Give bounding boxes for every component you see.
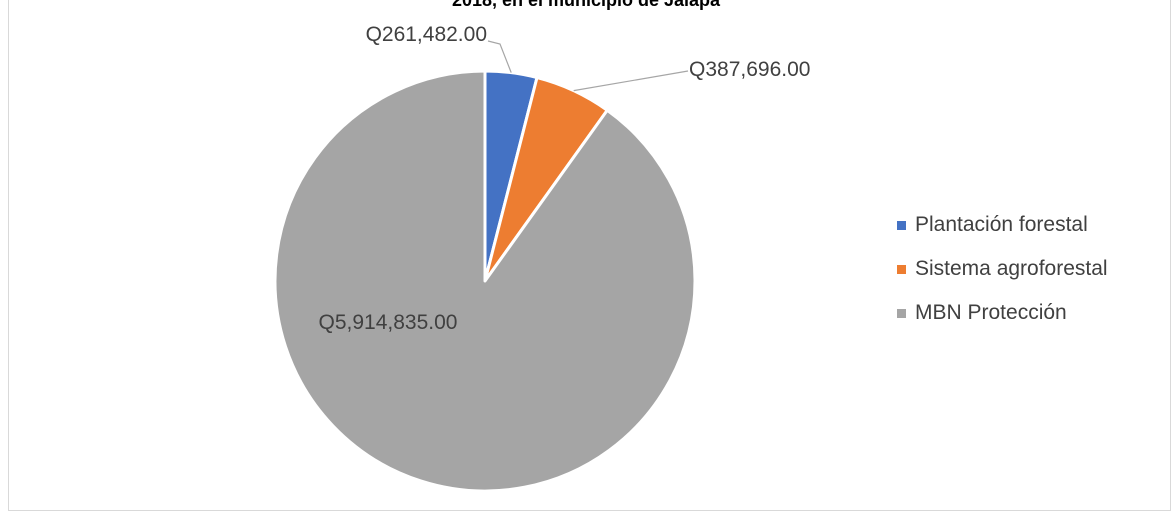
legend-label: MBN Protección xyxy=(915,301,1067,324)
data-label: Q5,914,835.00 xyxy=(319,311,458,334)
legend-item: MBN Protección xyxy=(897,291,1108,335)
data-label: Q387,696.00 xyxy=(689,58,810,81)
chart-legend: Plantación forestal Sistema agroforestal… xyxy=(897,203,1108,335)
pie-slice xyxy=(273,69,697,493)
leader-line xyxy=(573,70,689,92)
legend-item: Plantación forestal xyxy=(897,203,1108,247)
legend-swatch xyxy=(897,264,906,274)
legend-swatch xyxy=(897,220,906,230)
legend-label: Sistema agroforestal xyxy=(915,257,1108,280)
data-label: Q261,482.00 xyxy=(366,23,487,46)
legend-label: Plantación forestal xyxy=(915,213,1088,236)
chart-title: 2018, en el municipio de Jalapa xyxy=(451,0,721,10)
leader-line xyxy=(487,40,512,73)
legend-swatch xyxy=(897,308,906,318)
legend-item: Sistema agroforestal xyxy=(897,247,1108,291)
